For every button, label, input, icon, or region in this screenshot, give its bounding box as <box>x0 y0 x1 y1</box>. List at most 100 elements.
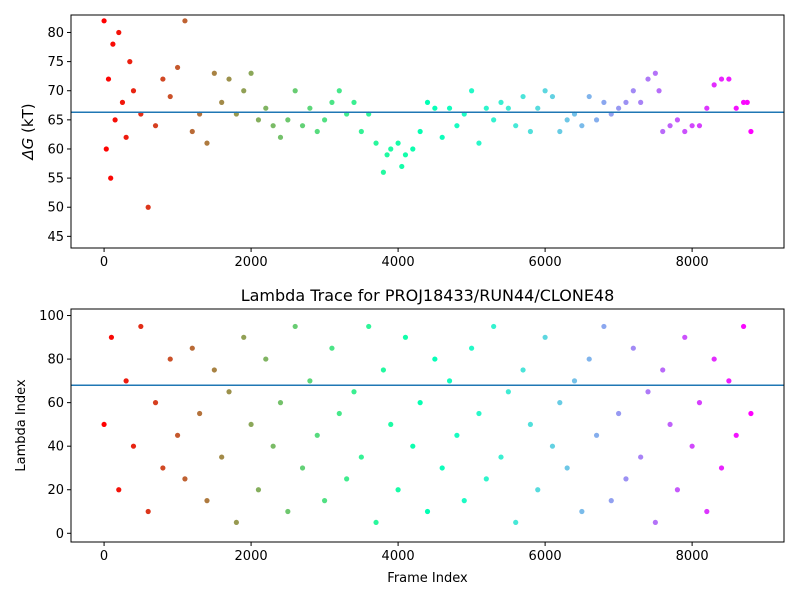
delta-g-point <box>388 146 394 152</box>
lambda-point <box>314 432 320 438</box>
lambda-point <box>204 498 210 504</box>
delta-g-point <box>520 93 526 100</box>
lambda-chart-title: Lambda Trace for PROJ18433/RUN44/CLONE48 <box>241 286 615 305</box>
lambda-point <box>145 508 151 515</box>
lambda-point <box>116 487 122 493</box>
lambda-point <box>454 432 460 438</box>
lambda-point <box>402 334 409 340</box>
delta-g-panel: 0 2000 4000 6000 8000 45 50 55 60 65 70 75 80 ΔG (k… <box>19 14 785 270</box>
delta-g-y-tick-label: 45 <box>47 230 64 245</box>
delta-g-point <box>145 204 151 210</box>
delta-g-point <box>513 123 519 129</box>
lambda-plot-frame <box>70 308 785 543</box>
delta-g-point <box>616 105 622 111</box>
lambda-point <box>513 519 519 526</box>
lambda-panel: Lambda Trace for PROJ18433/RUN44/CLONE48… <box>14 286 785 586</box>
lambda-x-tick-label: 8000 <box>676 549 709 564</box>
lambda-point <box>233 519 239 526</box>
delta-g-point <box>152 123 159 129</box>
delta-g-y-tick-label: 70 <box>47 84 64 99</box>
lambda-point <box>505 389 511 395</box>
delta-g-point <box>439 134 445 140</box>
lambda-points <box>101 323 754 526</box>
delta-g-point <box>733 105 739 111</box>
lambda-point <box>424 508 431 515</box>
delta-g-point <box>226 76 232 82</box>
lambda-point <box>601 323 607 330</box>
lambda-point <box>520 367 526 373</box>
lambda-point <box>344 476 350 482</box>
delta-g-point <box>564 117 570 123</box>
delta-g-point <box>652 70 658 76</box>
delta-g-point <box>270 123 276 129</box>
lambda-point <box>292 323 298 330</box>
delta-g-point <box>123 134 129 140</box>
lambda-point <box>241 334 247 340</box>
delta-g-y-axis-label: ΔG (kT) <box>19 103 37 160</box>
delta-g-point <box>726 76 732 82</box>
delta-g-point <box>321 117 328 123</box>
delta-g-point <box>454 123 460 129</box>
lambda-x-tick-label: 0 <box>100 549 108 564</box>
delta-g-point <box>211 70 217 76</box>
delta-g-y-tick-label: 80 <box>47 26 64 41</box>
delta-g-point <box>329 99 335 105</box>
delta-g-point <box>292 88 298 94</box>
delta-g-point <box>314 128 320 135</box>
delta-g-point <box>469 88 475 94</box>
delta-g-point <box>623 99 629 105</box>
delta-g-point <box>638 99 644 105</box>
lambda-point <box>689 443 695 449</box>
lambda-y-tick-label: 40 <box>47 440 64 455</box>
lambda-point <box>321 498 328 504</box>
lambda-point <box>571 378 578 384</box>
lambda-point <box>108 334 115 340</box>
lambda-x-tick-label: 2000 <box>235 549 268 564</box>
delta-g-point <box>542 88 548 94</box>
lambda-point <box>285 508 291 515</box>
delta-g-point <box>682 128 688 135</box>
delta-g-point <box>103 146 109 152</box>
lambda-point <box>388 421 394 428</box>
lambda-point <box>197 410 203 417</box>
delta-g-point <box>110 41 116 47</box>
delta-g-point <box>263 105 269 111</box>
lambda-point <box>160 465 166 471</box>
lambda-point <box>557 400 563 406</box>
delta-g-x-tick-label: 4000 <box>382 255 415 270</box>
lambda-point <box>748 410 754 417</box>
lambda-point <box>446 378 453 384</box>
delta-g-point <box>112 117 118 123</box>
lambda-point <box>270 443 276 449</box>
delta-g-y-axis-label-unit: (kT) <box>19 103 37 137</box>
delta-g-point <box>182 18 188 24</box>
delta-g-point <box>630 88 636 94</box>
delta-g-point <box>505 105 511 111</box>
lambda-point <box>616 410 622 417</box>
lambda-point <box>645 389 651 395</box>
delta-g-point <box>718 76 725 82</box>
lambda-point <box>476 410 482 417</box>
delta-g-point <box>395 140 401 146</box>
lambda-point <box>130 443 137 449</box>
lambda-point <box>307 378 313 384</box>
lambda-point <box>630 345 636 351</box>
delta-g-point <box>351 99 357 105</box>
lambda-point <box>336 410 342 417</box>
delta-g-point <box>399 163 405 170</box>
lambda-point <box>351 389 357 395</box>
delta-g-point <box>446 105 453 111</box>
delta-g-point <box>105 76 112 82</box>
delta-g-point <box>373 140 379 146</box>
delta-g-y-tick-label: 65 <box>47 113 64 128</box>
lambda-point <box>432 356 438 362</box>
delta-g-point <box>358 128 364 135</box>
delta-g-point <box>127 59 133 65</box>
lambda-point <box>277 400 284 406</box>
delta-g-point <box>299 123 306 129</box>
lambda-point <box>542 334 548 340</box>
delta-g-plot-frame <box>70 14 785 249</box>
delta-g-point <box>667 123 673 129</box>
lambda-y-tick-label: 20 <box>47 483 64 498</box>
lambda-point <box>564 465 570 471</box>
